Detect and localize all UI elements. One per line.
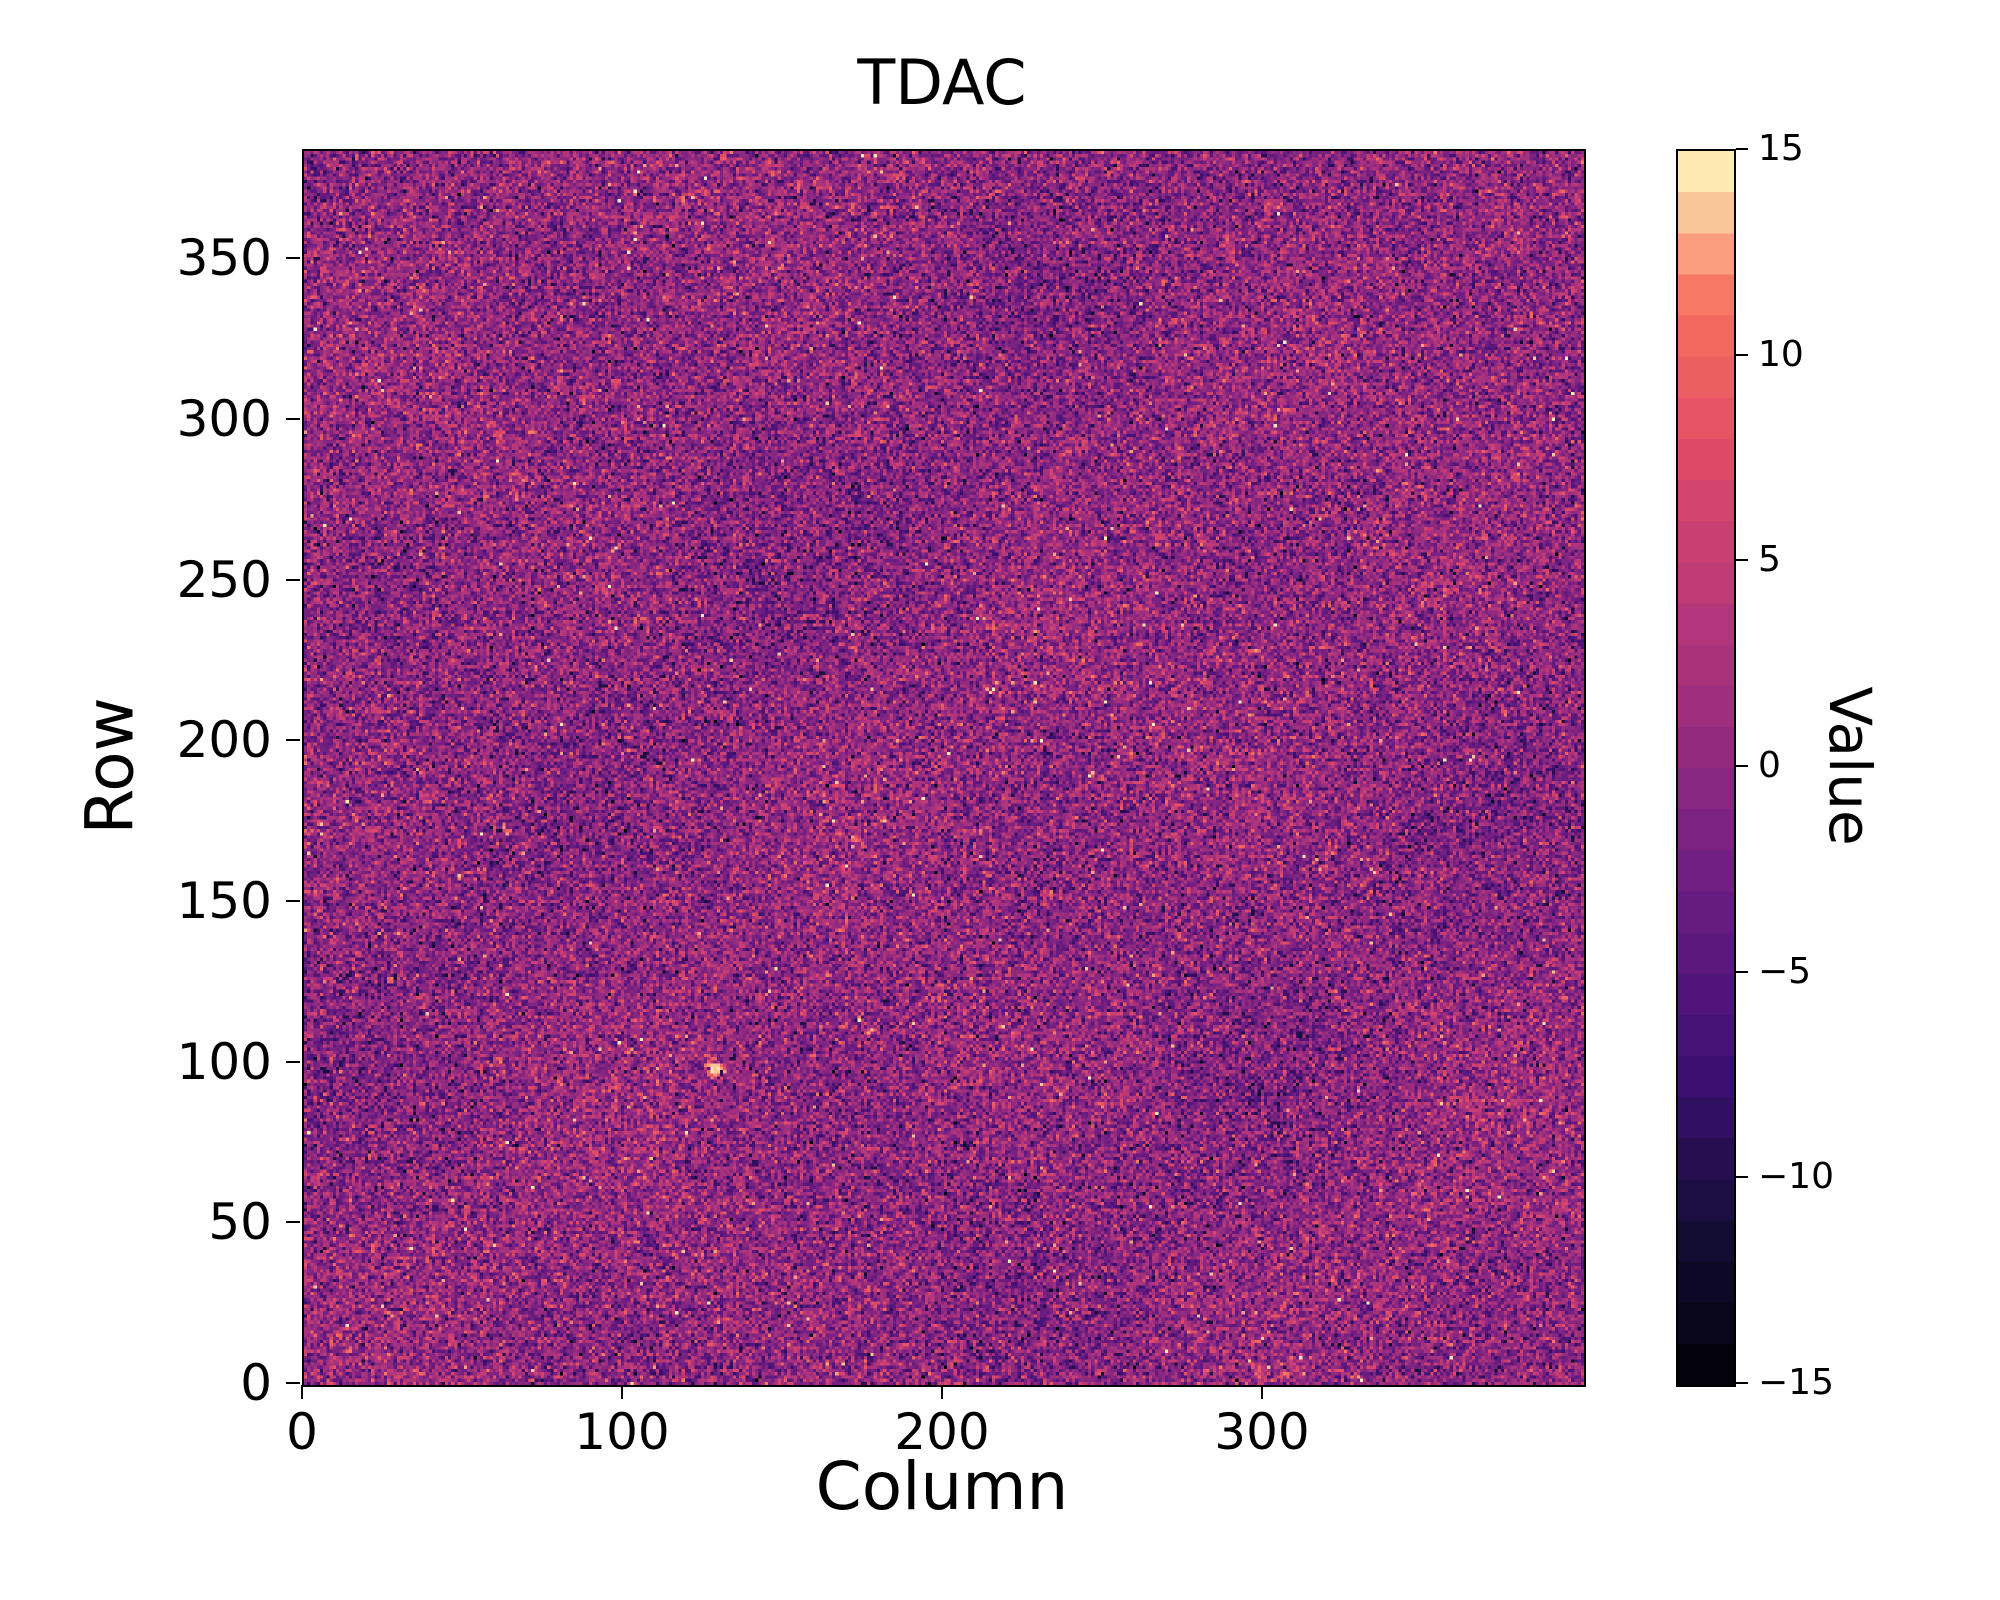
- chart-title: TDAC: [857, 46, 1027, 119]
- colorbar-tick-mark: [1736, 1176, 1748, 1179]
- y-tick-label: 300: [176, 389, 272, 448]
- colorbar-tick-mark: [1736, 765, 1748, 767]
- colorbar-label: Value: [1816, 686, 1884, 846]
- y-tick-label: 200: [176, 711, 272, 770]
- colorbar-tick-label: −10: [1758, 1156, 1834, 1198]
- colorbar-tick-label: −15: [1758, 1362, 1834, 1403]
- x-tick-mark: [301, 1385, 303, 1399]
- heatmap-canvas: [304, 151, 1584, 1385]
- y-tick-mark: [286, 1060, 300, 1063]
- colorbar: [1676, 149, 1736, 1387]
- y-tick-mark: [286, 739, 300, 742]
- x-axis-label: Column: [815, 1448, 1069, 1525]
- x-tick-label: 200: [894, 1403, 990, 1461]
- x-tick-label: 0: [286, 1403, 318, 1461]
- x-tick-label: 100: [574, 1403, 670, 1461]
- colorbar-tick-label: 15: [1758, 128, 1804, 169]
- colorbar-tick-mark: [1736, 353, 1748, 356]
- y-tick-mark: [286, 417, 300, 420]
- colorbar-tick-mark: [1736, 148, 1748, 150]
- heatmap-plot-area: [302, 149, 1586, 1387]
- y-tick-label: 0: [240, 1354, 272, 1412]
- y-tick-mark: [286, 1221, 300, 1224]
- y-tick-label: 100: [176, 1032, 272, 1091]
- y-tick-label: 150: [176, 871, 272, 930]
- colorbar-tick-mark: [1736, 970, 1748, 973]
- colorbar-tick-label: 5: [1758, 539, 1781, 581]
- colorbar-canvas: [1678, 151, 1734, 1385]
- x-tick-mark: [1261, 1385, 1263, 1399]
- y-tick-mark: [286, 899, 300, 902]
- colorbar-tick-label: 0: [1758, 745, 1781, 786]
- x-tick-label: 300: [1214, 1403, 1310, 1461]
- y-tick-mark: [286, 578, 300, 581]
- y-tick-label: 250: [176, 550, 272, 609]
- y-tick-label: 50: [208, 1193, 272, 1252]
- y-tick-mark: [286, 257, 300, 260]
- y-tick-label: 350: [176, 229, 272, 288]
- colorbar-tick-mark: [1736, 559, 1748, 562]
- colorbar-tick-mark: [1736, 1382, 1748, 1384]
- colorbar-tick-label: 10: [1758, 333, 1804, 375]
- colorbar-tick-label: −5: [1758, 950, 1812, 992]
- x-tick-mark: [621, 1385, 623, 1399]
- x-tick-mark: [941, 1385, 943, 1399]
- y-tick-mark: [286, 1382, 300, 1384]
